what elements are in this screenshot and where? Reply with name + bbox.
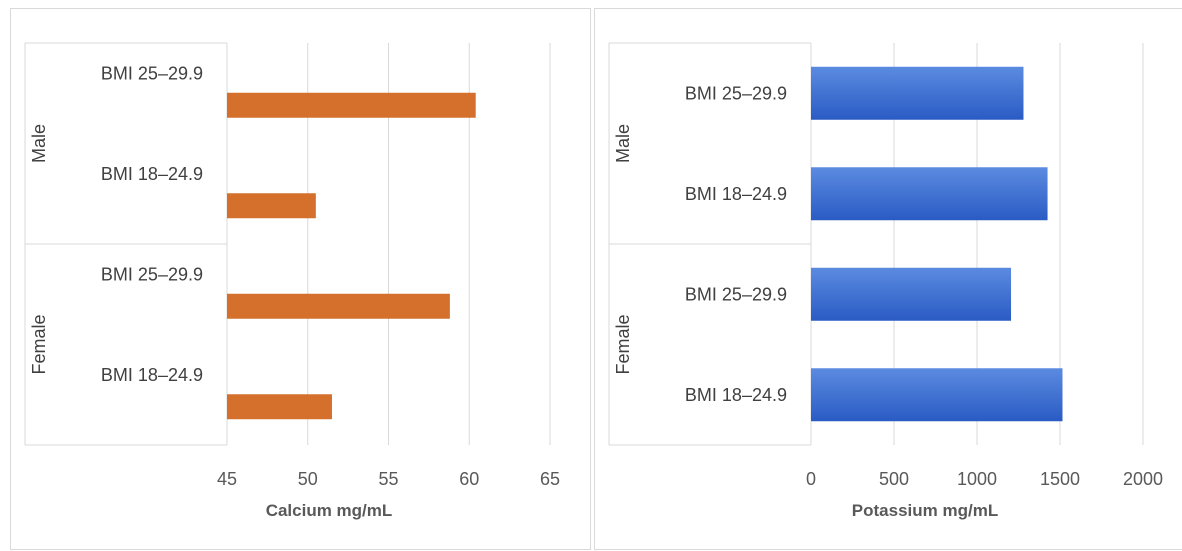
bar xyxy=(227,92,476,118)
x-tick-label: 1000 xyxy=(957,469,997,489)
category-label: BMI 18–24.9 xyxy=(101,164,203,184)
x-tick-label: 55 xyxy=(378,469,398,489)
x-axis-title: Calcium mg/mL xyxy=(266,501,393,520)
category-label: BMI 18–24.9 xyxy=(685,385,787,405)
bar xyxy=(811,66,1024,120)
group-label: Female xyxy=(29,314,49,374)
x-tick-label: 500 xyxy=(879,469,909,489)
x-tick-label: 45 xyxy=(217,469,237,489)
category-label: BMI 25–29.9 xyxy=(101,63,203,83)
category-label: BMI 18–24.9 xyxy=(685,184,787,204)
category-label: BMI 25–29.9 xyxy=(685,83,787,103)
category-label: BMI 25–29.9 xyxy=(101,264,203,284)
group-label: Male xyxy=(29,124,49,163)
calcium-chart: 45 50 55 60 65 Male BMI 25–29.9 BMI 18–24.9 Fema… xyxy=(24,42,560,520)
category-label: BMI 25–29.9 xyxy=(685,284,787,304)
bar xyxy=(227,193,316,219)
group-label: Female xyxy=(613,314,633,374)
bar xyxy=(811,368,1063,422)
potassium-chart: 0 500 1000 1500 2000 Male BMI 25–29.9 BMI 18–24… xyxy=(608,42,1163,520)
bar xyxy=(227,293,450,319)
x-tick-label: 0 xyxy=(806,469,816,489)
potassium-chart-panel: 0 500 1000 1500 2000 Male BMI 25–29.9 BMI 18–24… xyxy=(594,8,1182,550)
x-tick-label: 2000 xyxy=(1123,469,1163,489)
bar xyxy=(227,394,332,420)
group-label: Male xyxy=(613,124,633,163)
calcium-chart-panel: 45 50 55 60 65 Male BMI 25–29.9 BMI 18–24.9 Fema… xyxy=(10,8,591,550)
bar xyxy=(811,167,1048,221)
bar xyxy=(811,267,1012,321)
x-axis-title: Potassium mg/mL xyxy=(852,501,998,520)
x-tick-label: 1500 xyxy=(1040,469,1080,489)
category-label: BMI 18–24.9 xyxy=(101,365,203,385)
x-tick-label: 60 xyxy=(459,469,479,489)
x-tick-label: 50 xyxy=(298,469,318,489)
x-tick-label: 65 xyxy=(540,469,560,489)
